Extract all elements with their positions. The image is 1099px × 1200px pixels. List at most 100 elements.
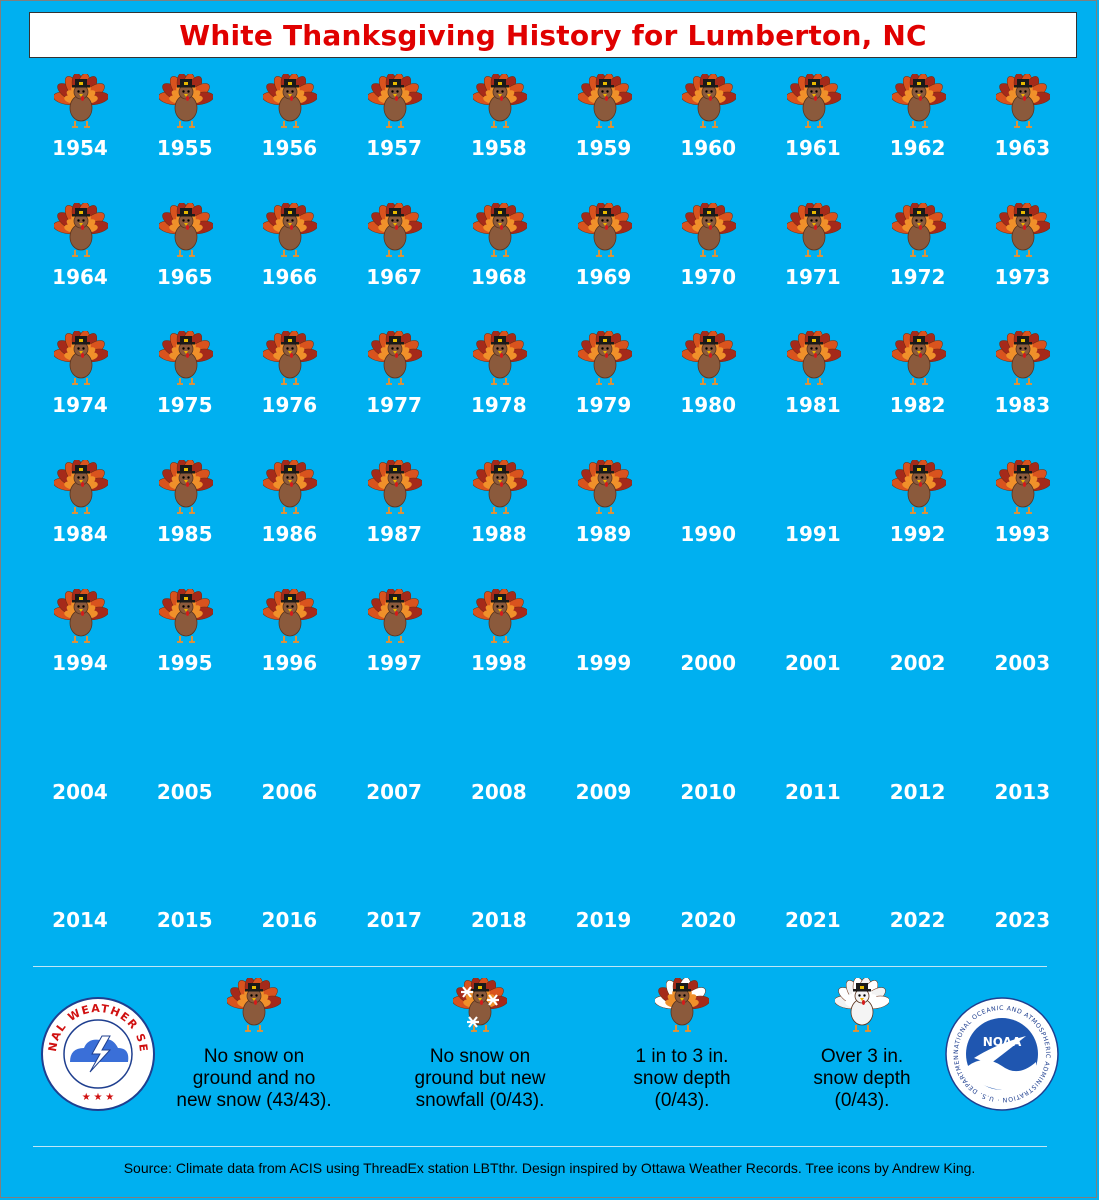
year-label: 1983	[994, 393, 1051, 418]
year-label: 1982	[889, 393, 946, 418]
year-label: 1970	[680, 264, 737, 289]
year-label: 1961	[785, 136, 841, 160]
year-label: 2012	[889, 779, 946, 804]
year-cell: 2011	[763, 718, 863, 818]
brown-turkey-icon	[472, 74, 527, 128]
year-cell: 1997	[344, 588, 444, 689]
year-label: 1966	[261, 264, 318, 289]
legend-item: No snow on ground but new snowfall (0/43).	[385, 978, 575, 1112]
divider-bottom	[33, 1146, 1047, 1147]
year-label: 1969	[575, 264, 632, 289]
year-label: 1959	[575, 136, 632, 160]
brown-turkey-icon	[577, 460, 632, 514]
year-label: 1978	[470, 393, 527, 418]
year-label: 1999	[575, 650, 632, 675]
year-cell: 1981	[763, 331, 863, 431]
brown-turkey-icon	[786, 202, 841, 257]
brown-turkey-icon	[263, 460, 318, 514]
year-cell: 1977	[344, 331, 444, 431]
year-cell: 1971	[763, 202, 863, 303]
year-cell: 1954	[30, 74, 130, 174]
year-cell: 2015	[135, 846, 235, 946]
year-label: 2021	[785, 908, 841, 933]
legend-item: Over 3 in. snow depth (0/43).	[787, 978, 937, 1112]
year-label: 2007	[366, 779, 422, 804]
brown-turkey-icon	[996, 74, 1051, 128]
year-cell: 1980	[658, 331, 758, 431]
divider-top	[33, 966, 1047, 967]
year-cell: 1992	[868, 460, 968, 560]
year-label: 2018	[470, 908, 527, 933]
brown-turkey-icon	[472, 202, 527, 257]
legend-label-line: snow depth	[813, 1068, 911, 1089]
year-cell: 2016	[239, 846, 339, 946]
year-label: 1964	[52, 264, 108, 289]
legend-item: 1 in to 3 in. snow depth (0/43).	[607, 978, 757, 1112]
year-label: 1974	[52, 393, 108, 418]
year-label: 1967	[366, 264, 422, 289]
year-label: 2022	[889, 908, 946, 933]
year-label: 1965	[156, 264, 213, 289]
year-label: 2004	[52, 779, 108, 804]
year-cell: 1961	[763, 74, 863, 174]
year-label: 1956	[261, 136, 318, 160]
year-label: 1996	[261, 650, 318, 675]
year-label: 2011	[785, 779, 841, 804]
svg-text:★ ★ ★: ★ ★ ★	[82, 1092, 114, 1103]
brown-turkey-icon	[891, 74, 946, 128]
year-cell: 1960	[658, 74, 758, 174]
year-label: 2015	[156, 908, 213, 933]
brown-turkey-icon	[54, 331, 108, 386]
year-label: 1990	[680, 522, 737, 547]
year-label: 1987	[366, 522, 422, 547]
year-cell: 1991	[763, 460, 863, 560]
year-cell: 1994	[30, 588, 130, 689]
year-cell: 2010	[658, 718, 758, 818]
year-label: 1995	[156, 650, 213, 675]
year-label: 1971	[785, 264, 841, 289]
brown-turkey-icon	[891, 202, 946, 257]
chart-title: White Thanksgiving History for Lumberton…	[179, 18, 927, 52]
noaa-wordmark: NOAA	[983, 1035, 1022, 1049]
year-label: 2008	[470, 779, 527, 804]
year-cell: 2002	[868, 589, 968, 689]
year-label: 1980	[680, 393, 737, 418]
brown-turkey-icon	[472, 331, 527, 386]
brown-turkey-icon	[577, 331, 632, 386]
brown-turkey-icon	[682, 74, 737, 128]
legend-label-line: new snow (43/43).	[176, 1090, 332, 1111]
year-label: 2014	[52, 908, 108, 933]
year-cell: 1964	[30, 202, 130, 303]
year-label: 1997	[366, 650, 422, 675]
year-cell: 2018	[449, 846, 549, 946]
brown-turkey-icon	[786, 331, 841, 386]
brown-turkey-icon	[158, 588, 213, 643]
brown-turkey-icon	[54, 74, 108, 128]
brown-turkey-icon	[682, 331, 737, 386]
brown-turkey-icon	[54, 460, 108, 514]
year-cell: 1976	[239, 331, 339, 431]
year-cell: 1995	[135, 588, 235, 689]
brown-turkey-icon	[158, 74, 213, 128]
brown-turkey-icon	[996, 460, 1051, 514]
year-label: 1985	[156, 522, 213, 547]
turkey-snowflake-icon	[453, 978, 507, 1032]
year-label: 2000	[680, 650, 737, 675]
year-label: 1979	[575, 393, 632, 418]
year-cell: 2004	[30, 718, 130, 818]
year-label: 1976	[261, 393, 318, 418]
year-cell: 1963	[972, 74, 1072, 174]
year-label: 1991	[785, 522, 841, 547]
white-turkey-icon	[835, 978, 889, 1032]
year-label: 2003	[994, 650, 1051, 675]
year-label: 2023	[994, 908, 1051, 933]
brown-turkey-icon	[996, 331, 1051, 386]
year-label: 1955	[156, 136, 213, 160]
brown-turkey-icon	[368, 460, 423, 514]
brown-turkey-icon	[158, 460, 213, 514]
year-label: 2020	[680, 908, 737, 933]
brown-turkey-icon	[158, 202, 213, 257]
brown-turkey-icon	[472, 588, 527, 643]
year-cell: 1983	[972, 331, 1072, 431]
year-cell: 1970	[658, 202, 758, 303]
